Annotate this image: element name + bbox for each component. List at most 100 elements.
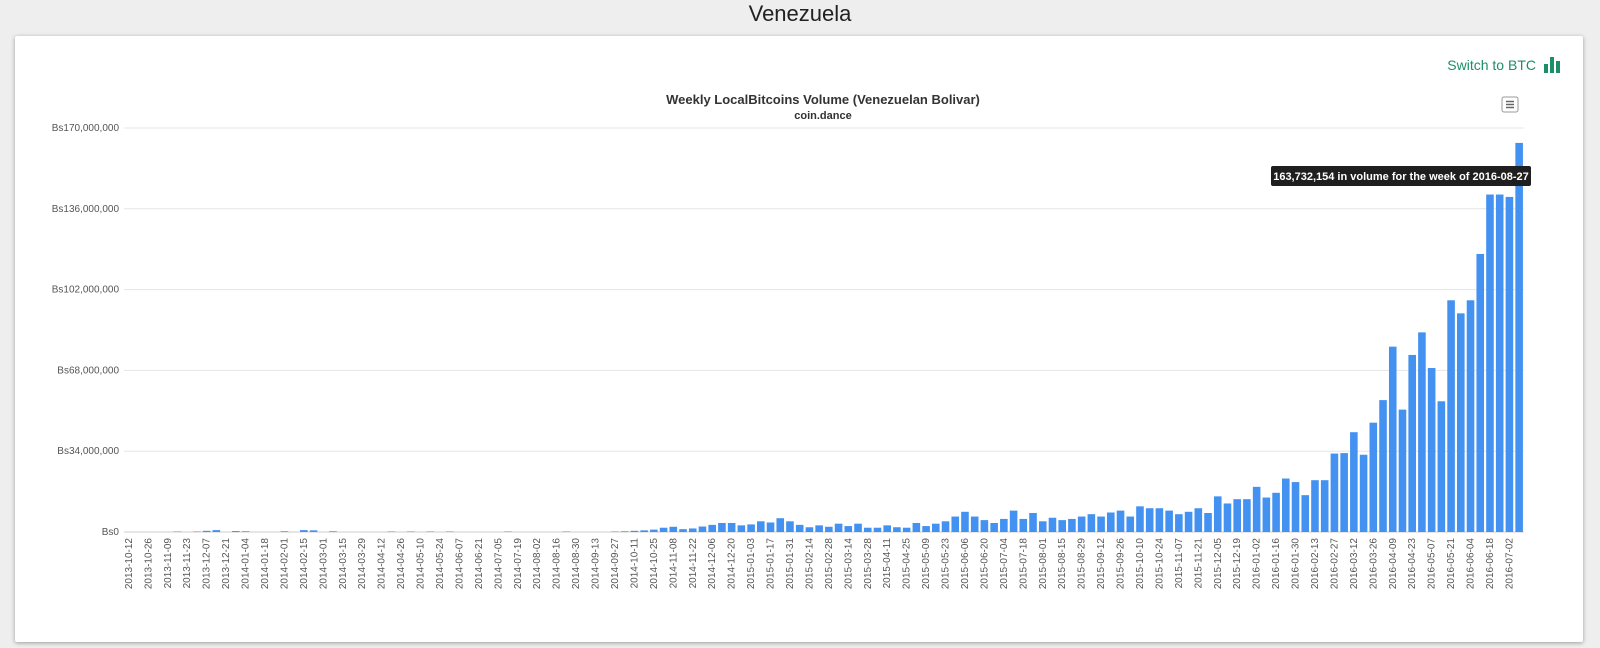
bar[interactable] [1136,506,1144,532]
bar[interactable] [1369,422,1378,532]
bar[interactable] [873,527,882,532]
bar[interactable] [1019,518,1028,532]
bar[interactable] [815,525,823,532]
bar[interactable] [620,531,629,532]
bar[interactable] [1282,478,1290,532]
bar[interactable] [1447,300,1455,532]
bar[interactable] [941,521,950,532]
bar[interactable] [990,522,998,532]
bar[interactable] [1048,517,1057,532]
bar[interactable] [825,526,833,532]
bar[interactable] [241,531,250,532]
bar[interactable] [1038,521,1047,532]
bar[interactable] [630,530,639,532]
bar[interactable] [1262,497,1271,532]
bar[interactable] [1087,514,1096,532]
bar[interactable] [1408,354,1416,532]
bar[interactable] [1466,300,1475,532]
bar[interactable] [650,529,658,532]
bar[interactable] [776,518,785,532]
bar[interactable] [1175,514,1183,532]
bar[interactable] [1243,499,1251,532]
bar[interactable] [698,526,707,532]
bar[interactable] [951,516,960,532]
bar[interactable] [1058,520,1066,532]
bar[interactable] [1427,368,1436,532]
bar[interactable] [893,527,901,532]
bar[interactable] [1320,480,1329,532]
bar[interactable] [863,527,872,532]
bar[interactable] [659,527,668,532]
bar[interactable] [1350,432,1358,532]
bar[interactable] [280,531,289,532]
bar[interactable] [1145,508,1154,532]
bar[interactable] [1233,499,1241,532]
bar[interactable] [1068,518,1076,532]
bar[interactable] [786,521,794,532]
bar[interactable] [1194,508,1203,532]
bar[interactable] [1029,512,1037,532]
bar[interactable] [1379,400,1387,532]
bar[interactable] [1359,454,1368,532]
bar[interactable] [1252,486,1261,532]
bar[interactable] [1126,516,1135,532]
bar[interactable] [1107,512,1115,532]
bar[interactable] [902,527,911,532]
bar[interactable] [1116,510,1125,532]
bar[interactable] [300,530,308,532]
bar[interactable] [1077,516,1086,532]
bar[interactable] [1272,492,1280,532]
bar[interactable] [679,529,687,532]
bar[interactable] [747,524,755,532]
bar[interactable] [1223,503,1232,532]
bar[interactable] [1495,194,1504,533]
bar[interactable] [1505,196,1514,533]
bar[interactable] [1418,332,1426,532]
bar[interactable] [1213,496,1222,532]
bar[interactable] [1476,253,1485,532]
bar[interactable] [980,520,989,532]
bar[interactable] [1000,518,1008,532]
bar[interactable] [1184,511,1193,532]
bar[interactable] [718,522,726,532]
bar[interactable] [961,511,969,532]
bar[interactable] [688,528,697,532]
bar[interactable] [1165,510,1173,532]
bar[interactable] [932,523,940,532]
bar[interactable] [766,522,775,532]
bar[interactable] [834,523,843,532]
bar[interactable] [1009,510,1018,532]
bar[interactable] [727,522,736,532]
bar[interactable] [1204,512,1212,532]
bar[interactable] [844,526,853,532]
bar[interactable] [329,531,337,532]
bar[interactable] [737,525,746,532]
bar[interactable] [805,527,814,532]
bar[interactable] [669,526,678,532]
bar[interactable] [757,521,765,532]
bar[interactable] [1437,401,1446,532]
bar[interactable] [1457,313,1465,532]
bar[interactable] [1515,142,1523,532]
bar[interactable] [1330,453,1339,532]
bar[interactable] [309,530,318,532]
bar[interactable] [854,523,862,532]
chart-menu-button[interactable] [1501,96,1519,113]
bar[interactable] [1486,194,1494,533]
bar[interactable] [232,531,240,532]
bar[interactable] [795,524,804,532]
bar[interactable] [912,522,921,532]
bar[interactable] [1155,508,1164,532]
bar[interactable] [1301,495,1310,532]
bar[interactable] [1311,480,1319,532]
bar[interactable] [922,526,930,532]
bar[interactable] [1097,516,1105,532]
bar[interactable] [1398,409,1407,532]
bar[interactable] [212,530,221,532]
bar[interactable] [202,530,211,532]
bar[interactable] [1388,346,1397,532]
bar[interactable] [883,525,891,532]
switch-to-btc-button[interactable]: Switch to BTC [1447,57,1560,73]
bar[interactable] [1291,482,1300,532]
bar[interactable] [1340,453,1348,532]
